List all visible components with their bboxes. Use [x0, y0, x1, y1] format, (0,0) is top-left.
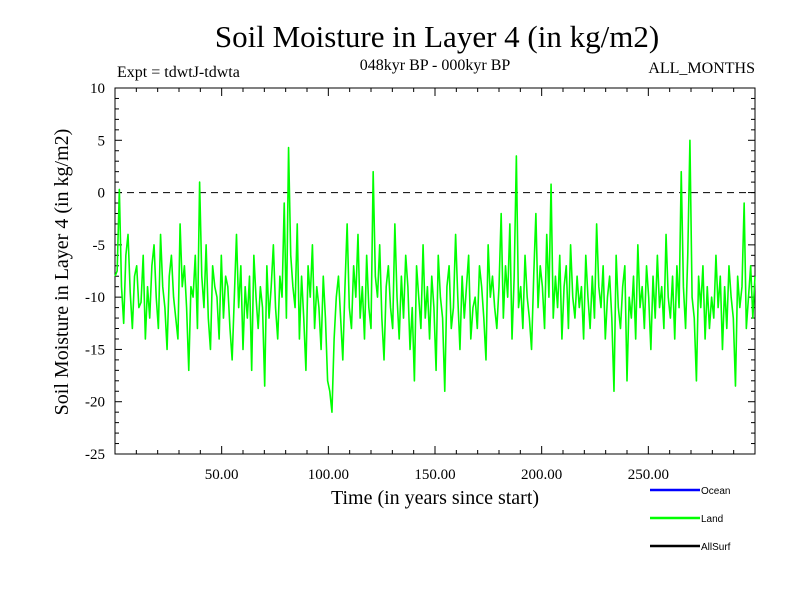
plot-frame	[114, 87, 756, 455]
y-tick-label: 5	[98, 133, 106, 149]
y-tick-label: 10	[90, 81, 105, 97]
y-tick-label: -15	[85, 342, 105, 358]
y-tick-label: -10	[85, 290, 105, 306]
x-tick-label: 50.00	[205, 467, 239, 483]
legend-label-ocean: Ocean	[701, 486, 730, 497]
y-axis-title: Soil Moisture in Layer 4 (in kg/m2)	[51, 129, 73, 416]
series-layer	[114, 139, 756, 413]
y-tick-label: 0	[98, 186, 106, 202]
chart-title: Soil Moisture in Layer 4 (in kg/m2)	[215, 19, 659, 54]
y-tick-label: -5	[93, 238, 106, 254]
x-tick-label: 150.00	[414, 467, 455, 483]
legend-label-land: Land	[701, 514, 723, 525]
legend-label-allsurf: AllSurf	[701, 542, 731, 553]
time-range-label: 048kyr BP - 000kyr BP	[360, 57, 511, 74]
legend: Ocean Land AllSurf	[650, 486, 731, 553]
x-axis: 50.00 100.00 150.00 200.00 250.00	[135, 88, 735, 483]
months-label: ALL_MONTHS	[648, 60, 755, 77]
x-tick-label: 200.00	[521, 467, 562, 483]
x-axis-title: Time (in years since start)	[331, 487, 539, 509]
y-tick-label: -20	[85, 395, 105, 411]
y-axis: 10 5 0 -5 -10 -15 -20 -25	[85, 81, 755, 463]
y-tick-label: -25	[85, 447, 105, 463]
series-line-land	[114, 139, 756, 413]
x-tick-label: 100.00	[308, 467, 349, 483]
x-tick-label: 250.00	[628, 467, 669, 483]
experiment-label: Expt = tdwtJ-tdwta	[117, 64, 240, 81]
